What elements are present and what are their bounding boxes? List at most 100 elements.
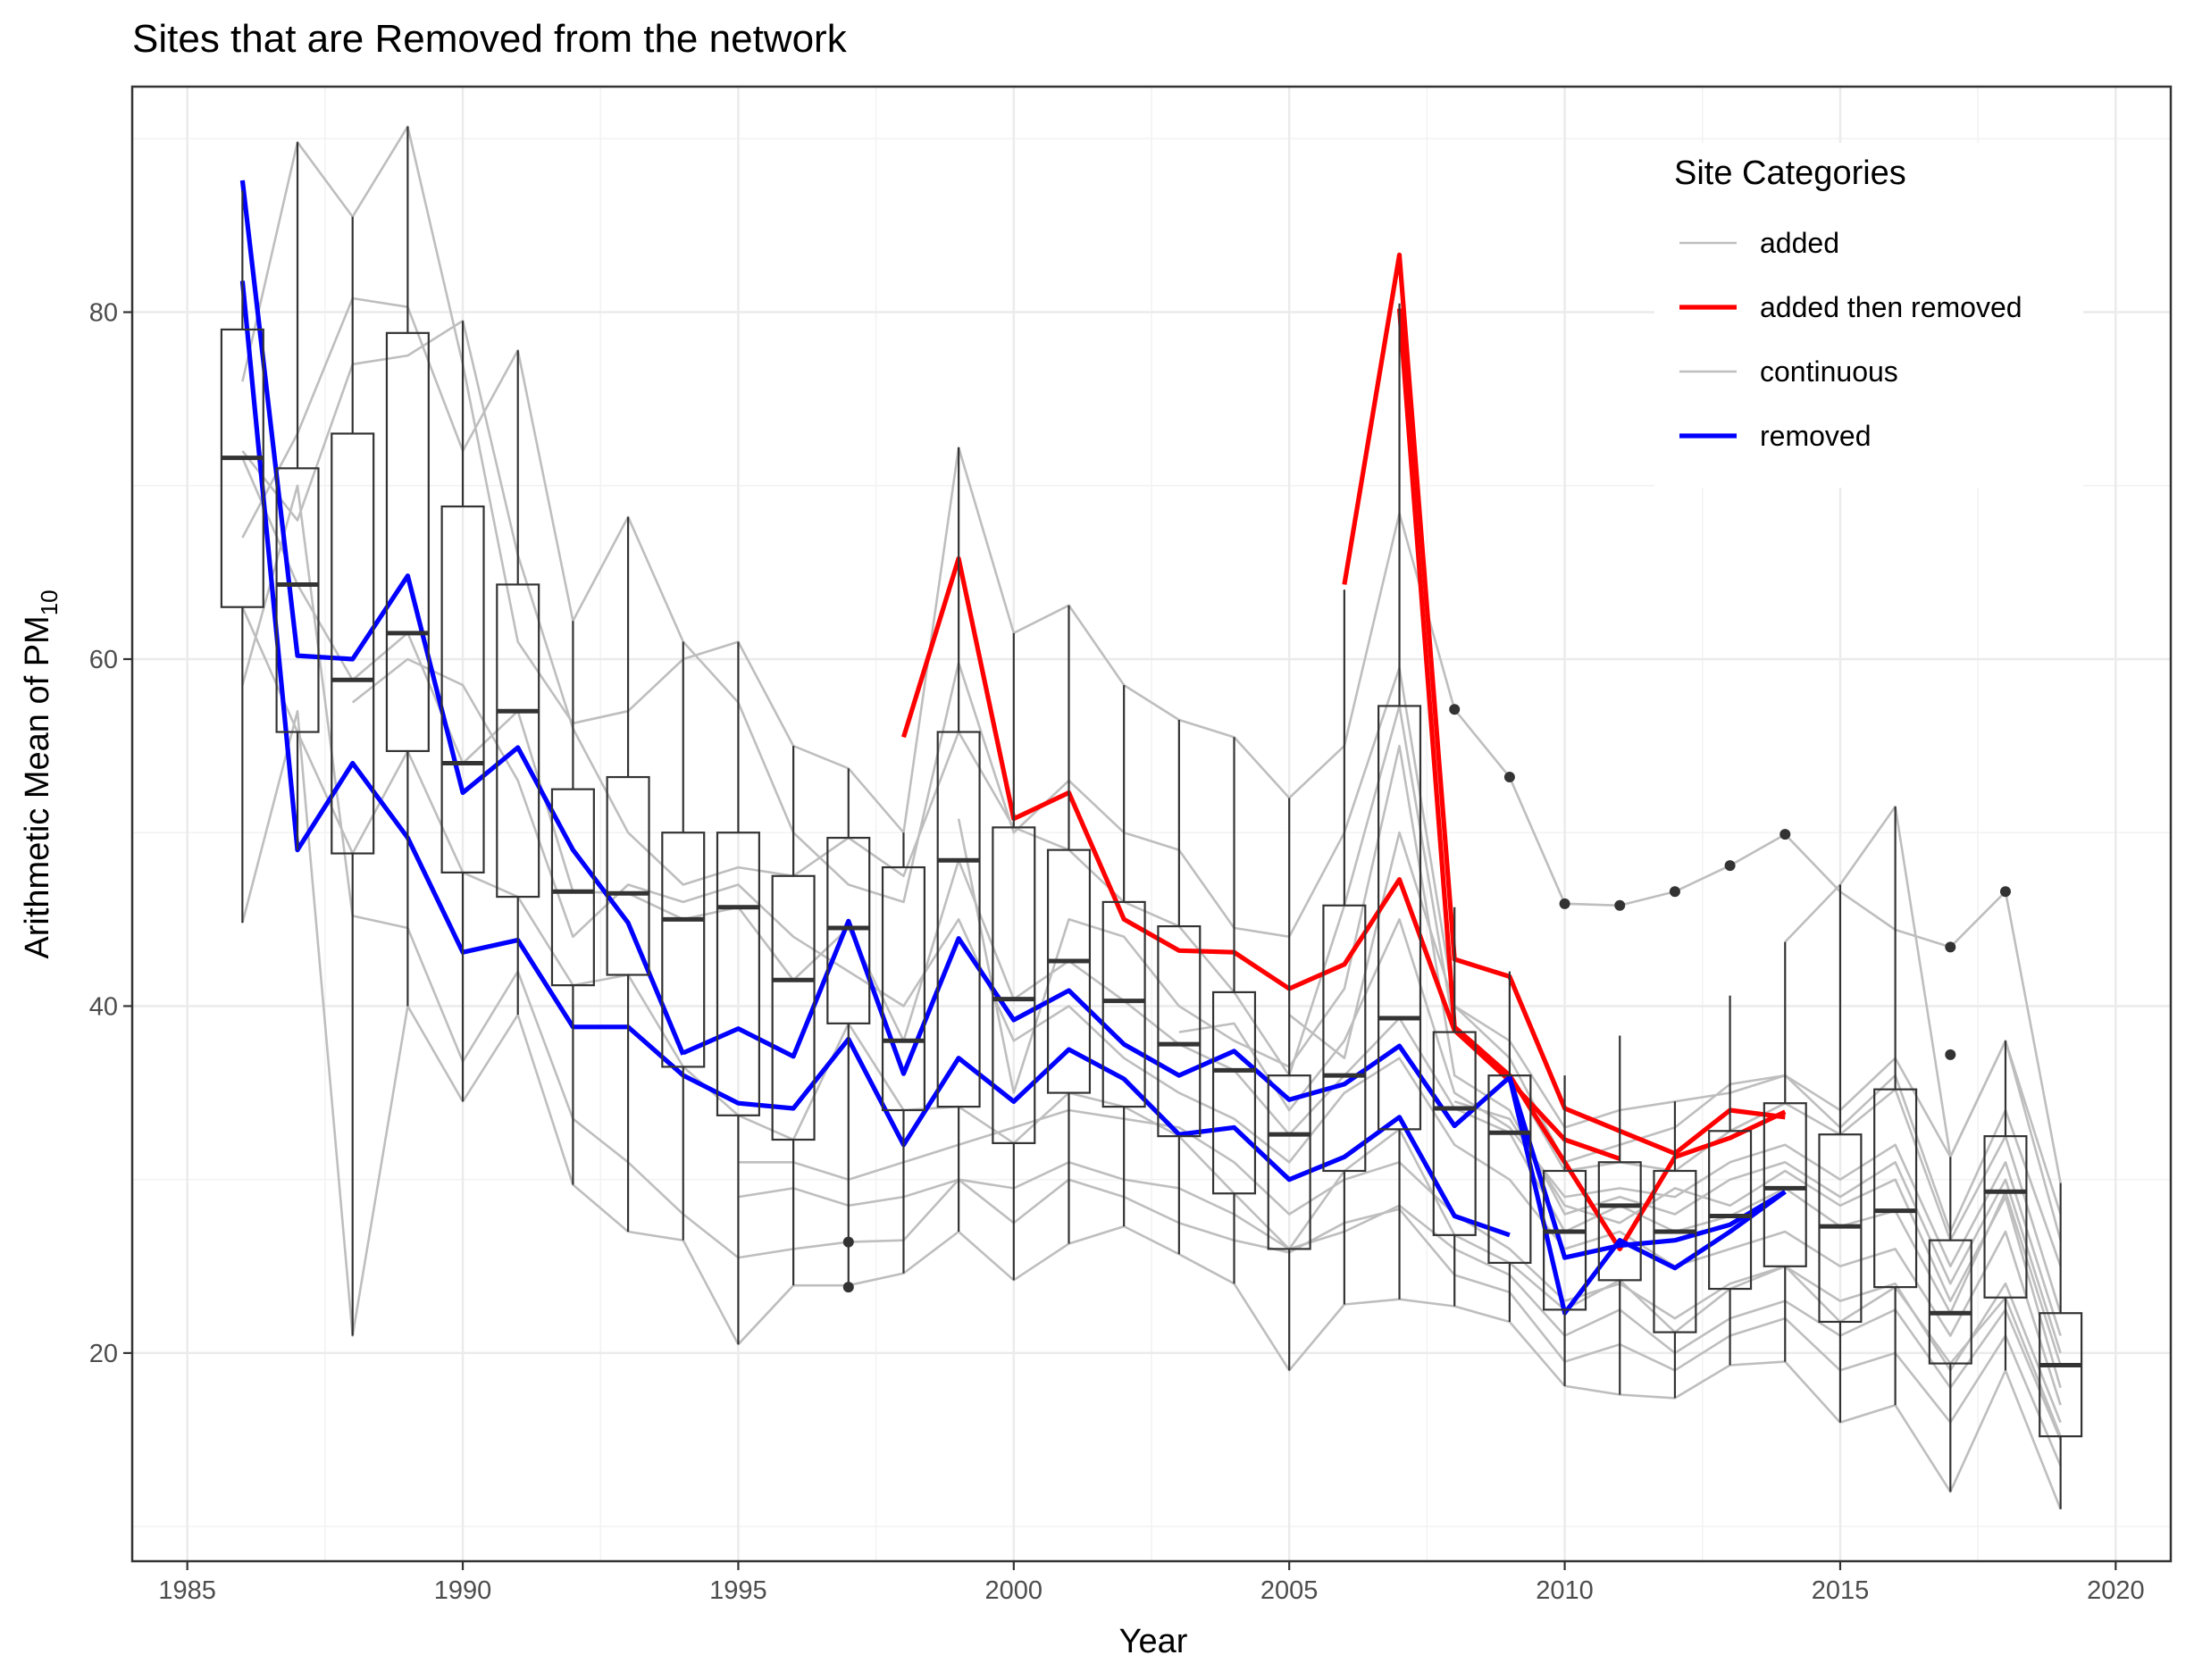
boxplot-2010 [1543,1075,1587,1386]
box [1983,1135,2028,1299]
boxplot-2018 [1983,1041,2028,1371]
outlier-points [842,704,2011,1293]
outlier-point [842,1236,854,1248]
boxplot-2005 [1267,798,1311,1371]
x-tick-label: 1985 [158,1576,216,1605]
plot-panel-border [130,85,2173,1563]
legend-item-continuous: continuous [1679,355,1898,388]
series-line-continuous [241,484,2062,1467]
series-line-removed [239,180,686,1056]
boxplot-2012 [1653,1101,1697,1399]
box [936,731,981,1108]
boxplot-2019 [2039,1183,2083,1509]
outlier-point [1559,898,1570,909]
legend-item-added: added [1679,227,1839,259]
box [1928,1239,1972,1365]
outlier-point [1999,886,2011,898]
box [1873,1088,1918,1289]
box [606,775,650,976]
boxplot-1991 [496,350,540,1016]
box [661,832,706,1068]
boxplot-2000 [992,632,1036,1281]
legend-background [1654,143,2083,488]
boxplot-2017 [1928,1157,1972,1492]
outlier-point [1669,886,1680,898]
series-line-continuous [241,297,2062,1215]
series-line-removed [1507,1076,1787,1260]
outlier-point [842,1282,854,1293]
y-tick-label: 60 [89,646,118,674]
x-tick-label: 2015 [1812,1576,1870,1605]
boxplot-1989 [385,126,430,1007]
outlier-point [1779,829,1791,840]
series-line-added-then-removed [1396,308,1787,1252]
y-axis-label-subscript: 10 [36,589,63,615]
box [771,874,816,1141]
boxplot-2009 [1487,971,1532,1322]
boxplot-1986 [220,190,264,924]
boxplot-1993 [606,516,650,1232]
box [331,432,375,855]
box [1432,1031,1477,1236]
box [550,788,595,987]
outlier-point [1724,860,1736,872]
box [1597,1161,1642,1282]
box [1487,1074,1532,1265]
box [1543,1169,1587,1311]
legend-label: removed [1760,420,1872,452]
y-tick-label: 20 [89,1340,118,1368]
y-axis-label-main: Arithmetic Mean of PM [19,615,56,958]
boxplot-1988 [331,216,375,1336]
box [881,865,925,1112]
series-line-removed [682,918,1787,1316]
outlier-point [1945,941,1956,953]
x-tick-label: 2020 [2087,1576,2145,1605]
boxplot-2015 [1818,884,1863,1423]
box [1322,904,1367,1173]
box [496,583,540,899]
boxplot-1995 [716,641,760,1345]
series-line-continuous [241,319,2062,1314]
boxplot-2001 [1046,605,1092,1244]
series-line-added-then-removed [901,556,1621,1161]
boxplot-2002 [1101,685,1146,1227]
box [1763,1102,1807,1267]
box [1046,848,1092,1094]
box [1101,900,1146,1108]
x-tick-label: 2010 [1536,1576,1594,1605]
boxplot-2006 [1322,589,1367,1305]
boxplot-1987 [275,142,320,850]
boxplot-1996 [771,746,816,1286]
series-line-continuous [351,657,2062,1406]
x-tick-label: 2000 [985,1576,1043,1605]
legend-item-added-then-removed: added then removed [1679,291,2022,323]
boxplot-2003 [1157,719,1202,1255]
legend-label: continuous [1760,355,1898,388]
box [992,826,1036,1144]
legend-label: added then removed [1760,291,2022,323]
boxplot-1998 [881,832,925,1274]
x-tick-label: 2005 [1260,1576,1319,1605]
box [1211,990,1257,1195]
series-line-added [1178,918,2062,1336]
y-tick-label: 40 [89,992,118,1021]
boxplot-1992 [550,621,595,1185]
box [2039,1312,2083,1438]
series-line-added [1784,805,2062,1241]
series-line-removed [239,280,1511,1238]
boxplot-2011 [1597,1035,1642,1395]
boxplot-2014 [1763,941,1807,1362]
outlier-point [1503,772,1515,783]
box [1708,1130,1753,1291]
boxplot-2016 [1873,807,1918,1406]
boxplot-2004 [1211,737,1257,1284]
chart-title: Sites that are Removed from the network [132,17,848,61]
box [275,467,320,733]
boxplot-1997 [826,768,871,1286]
series-line-added [957,744,2062,1354]
boxplot-1994 [661,641,706,1241]
box [1267,1074,1311,1250]
boxplot-2013 [1708,995,1753,1366]
